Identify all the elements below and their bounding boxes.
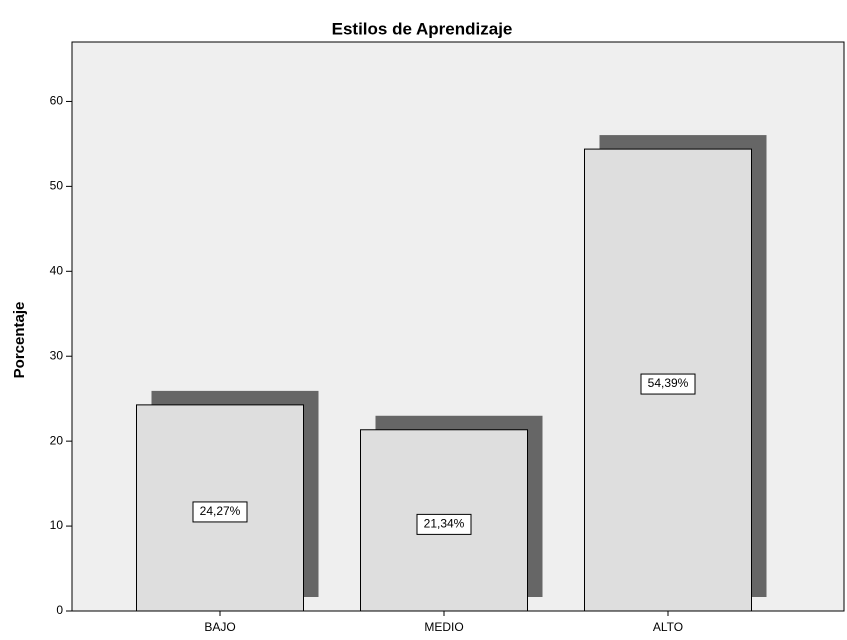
value-label-box bbox=[640, 373, 696, 395]
value-label: 21,34% bbox=[424, 517, 465, 531]
y-tick-label: 0 bbox=[56, 603, 63, 617]
value-label-box bbox=[192, 501, 248, 523]
y-tick-label: 40 bbox=[50, 263, 64, 277]
value-label-box bbox=[416, 513, 472, 535]
value-label: 24,27% bbox=[200, 504, 241, 518]
x-tick-label: MEDIO bbox=[424, 620, 463, 634]
y-tick-label: 10 bbox=[50, 518, 64, 532]
chart-title: Estilos de Aprendizaje bbox=[332, 19, 513, 38]
y-tick-label: 30 bbox=[50, 348, 64, 362]
value-label: 54,39% bbox=[648, 376, 689, 390]
x-tick-label: ALTO bbox=[653, 620, 683, 634]
y-axis-label: Porcentaje bbox=[11, 302, 28, 379]
y-tick-label: 20 bbox=[50, 433, 64, 447]
y-tick-label: 50 bbox=[50, 179, 64, 193]
y-tick-label: 60 bbox=[50, 94, 64, 108]
x-tick-label: BAJO bbox=[204, 620, 235, 634]
